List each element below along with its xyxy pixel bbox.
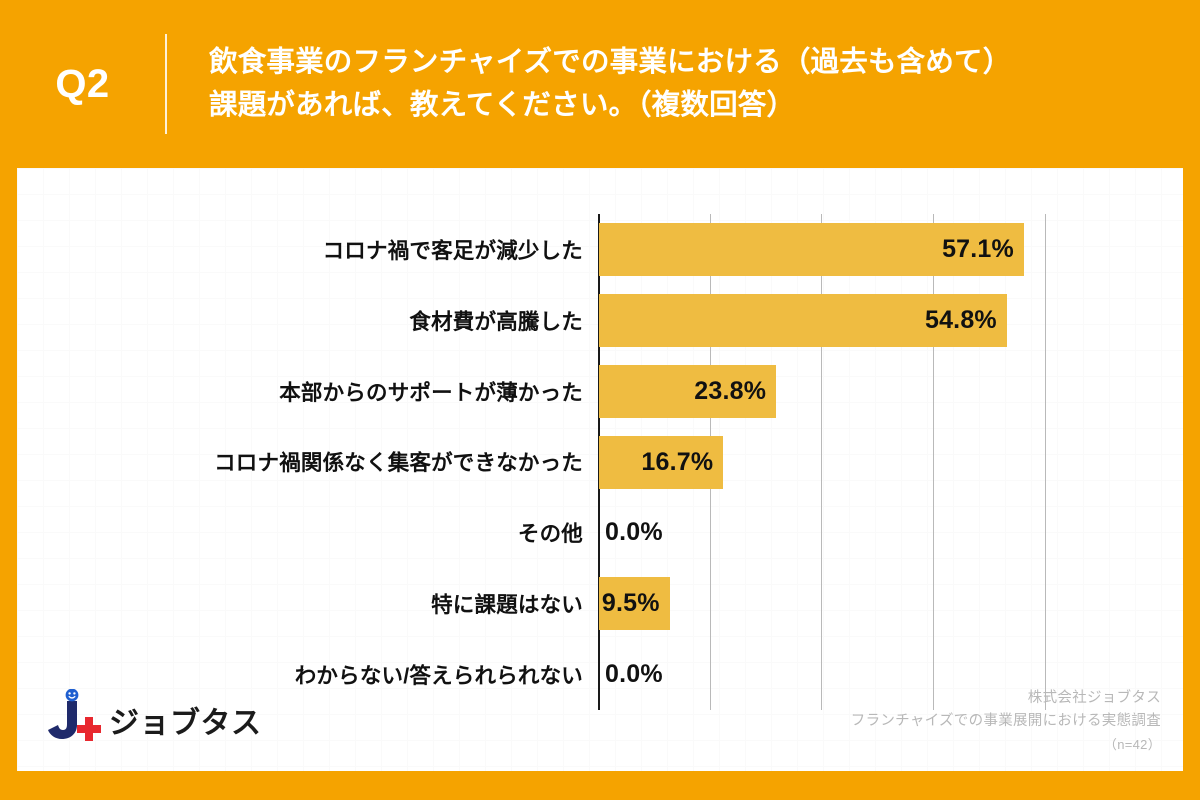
chart-row: その他 0.0%: [17, 497, 1183, 568]
header-divider: [165, 34, 167, 134]
gridline: [1044, 214, 1046, 710]
source-credit: 株式会社ジョブタス フランチャイズでの事業展開における実態調査 （n=42）: [851, 687, 1161, 755]
category-label: 特に課題はない: [431, 593, 583, 618]
bar-value-label: 0.0%: [605, 518, 663, 547]
bar: 23.8%: [599, 364, 777, 418]
credit-survey: フランチャイズでの事業展開における実態調査: [850, 713, 1161, 730]
bar-container: 0.0%: [599, 648, 663, 701]
chart-panel: コロナ禍で客足が減少した 57.1% 食材費が高騰した 54.8% 本部からのサポートが…: [17, 168, 1183, 771]
category-label: コロナ禍で客足が減少した: [322, 238, 583, 263]
chart-row: 本部からのサポートが薄かった 23.8%: [17, 356, 1183, 427]
bar-value-label: 0.0%: [605, 660, 663, 689]
bar: 54.8%: [599, 293, 1007, 347]
bar-container: 16.7%: [599, 435, 724, 489]
gridline: [932, 214, 934, 710]
question-text: 飲食事業のフランチャイズでの事業における（過去も含めて） 課題があれば、教えてく…: [167, 41, 1031, 128]
category-label: 本部からのサポートが薄かった: [279, 380, 583, 405]
chart-row: 特に課題はない 9.5%: [17, 568, 1183, 639]
category-label: 食材費が高騰した: [409, 309, 583, 334]
bar: 9.5%: [599, 577, 670, 631]
bar-value-label: 9.5%: [601, 589, 660, 618]
question-number: Q2: [55, 62, 110, 106]
brand-logo: ジョブタス: [47, 689, 262, 745]
bar-container: 23.8%: [599, 364, 777, 418]
category-label: コロナ禍関係なく集客ができなかった: [214, 451, 583, 476]
bar-value-label: 57.1%: [942, 235, 1014, 263]
bar-value-label: 16.7%: [641, 447, 714, 476]
bar-value-label: 54.8%: [924, 305, 997, 334]
question-header: Q2 飲食事業のフランチャイズでの事業における（過去も含めて） 課題があれば、教…: [0, 0, 1200, 168]
chart-y-axis: [598, 214, 600, 710]
bar-container: 9.5%: [599, 577, 670, 631]
gridline: [821, 214, 823, 710]
brand-logo-text: ジョブタス: [109, 707, 262, 740]
chart-rows: コロナ禍で客足が減少した 57.1% 食材費が高騰した 54.8% 本部からのサポートが…: [17, 214, 1183, 710]
bar-container: 54.8%: [599, 293, 1007, 347]
category-label: その他: [517, 522, 583, 547]
credit-company: 株式会社ジョブタス: [1027, 689, 1161, 706]
question-text-line-2: 課題があれば、教えてください。（複数回答）: [209, 89, 796, 121]
jobtus-j-plus-icon: [48, 689, 101, 741]
credit-sample-size: （n=42）: [1103, 736, 1161, 752]
bar: 57.1%: [599, 223, 1024, 276]
bar-container: 0.0%: [599, 506, 663, 559]
bar-value-label: 23.8%: [694, 376, 767, 405]
bar: 16.7%: [599, 435, 724, 489]
chart-row: 食材費が高騰した 54.8%: [17, 285, 1183, 356]
chart-row: コロナ禍で客足が減少した 57.1%: [17, 214, 1183, 285]
bar-chart: コロナ禍で客足が減少した 57.1% 食材費が高騰した 54.8% 本部からのサポートが…: [17, 168, 1183, 771]
bar-container: 57.1%: [599, 223, 1024, 276]
category-label: わからない/答えられられない: [294, 664, 583, 689]
chart-row: わからない/答えられられない 0.0%: [17, 639, 1183, 710]
chart-row: コロナ禍関係なく集客ができなかった 16.7%: [17, 427, 1183, 498]
question-text-line-1: 飲食事業のフランチャイズでの事業における（過去も含めて）: [209, 45, 1012, 78]
